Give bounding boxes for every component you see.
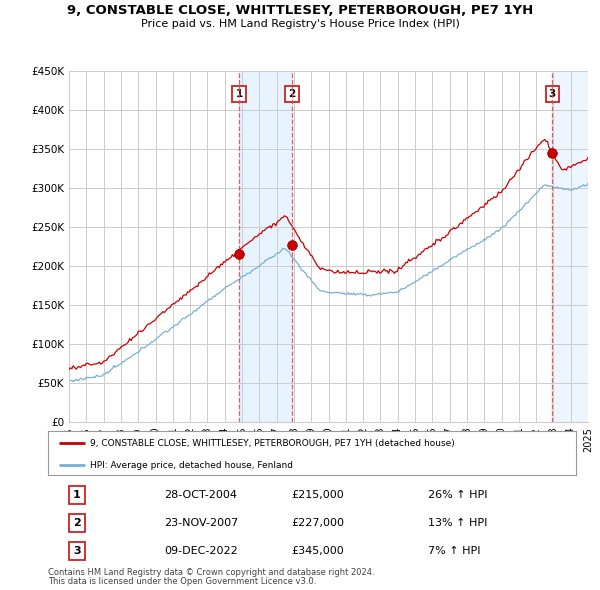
Text: Contains HM Land Registry data © Crown copyright and database right 2024.: Contains HM Land Registry data © Crown c… (48, 568, 374, 576)
Text: Price paid vs. HM Land Registry's House Price Index (HPI): Price paid vs. HM Land Registry's House … (140, 19, 460, 29)
Text: £227,000: £227,000 (291, 518, 344, 527)
Bar (239, 71, 292, 422)
Text: 7% ↑ HPI: 7% ↑ HPI (428, 546, 481, 556)
Text: 9, CONSTABLE CLOSE, WHITTLESEY, PETERBOROUGH, PE7 1YH (detached house): 9, CONSTABLE CLOSE, WHITTLESEY, PETERBOR… (90, 438, 455, 448)
Text: 9, CONSTABLE CLOSE, WHITTLESEY, PETERBOROUGH, PE7 1YH: 9, CONSTABLE CLOSE, WHITTLESEY, PETERBOR… (67, 4, 533, 17)
Text: 26% ↑ HPI: 26% ↑ HPI (428, 490, 488, 500)
Text: 2: 2 (289, 89, 296, 99)
Text: This data is licensed under the Open Government Licence v3.0.: This data is licensed under the Open Gov… (48, 577, 316, 586)
Text: 3: 3 (549, 89, 556, 99)
Text: 09-DEC-2022: 09-DEC-2022 (164, 546, 238, 556)
Text: 28-OCT-2004: 28-OCT-2004 (164, 490, 237, 500)
Text: 23-NOV-2007: 23-NOV-2007 (164, 518, 238, 527)
Text: £215,000: £215,000 (291, 490, 344, 500)
Text: HPI: Average price, detached house, Fenland: HPI: Average price, detached house, Fenl… (90, 461, 293, 470)
Text: 1: 1 (235, 89, 242, 99)
Text: 1: 1 (73, 490, 81, 500)
Text: £345,000: £345,000 (291, 546, 344, 556)
Bar (553, 71, 588, 422)
Text: 3: 3 (73, 546, 81, 556)
Text: 2: 2 (73, 518, 81, 527)
Text: 13% ↑ HPI: 13% ↑ HPI (428, 518, 488, 527)
